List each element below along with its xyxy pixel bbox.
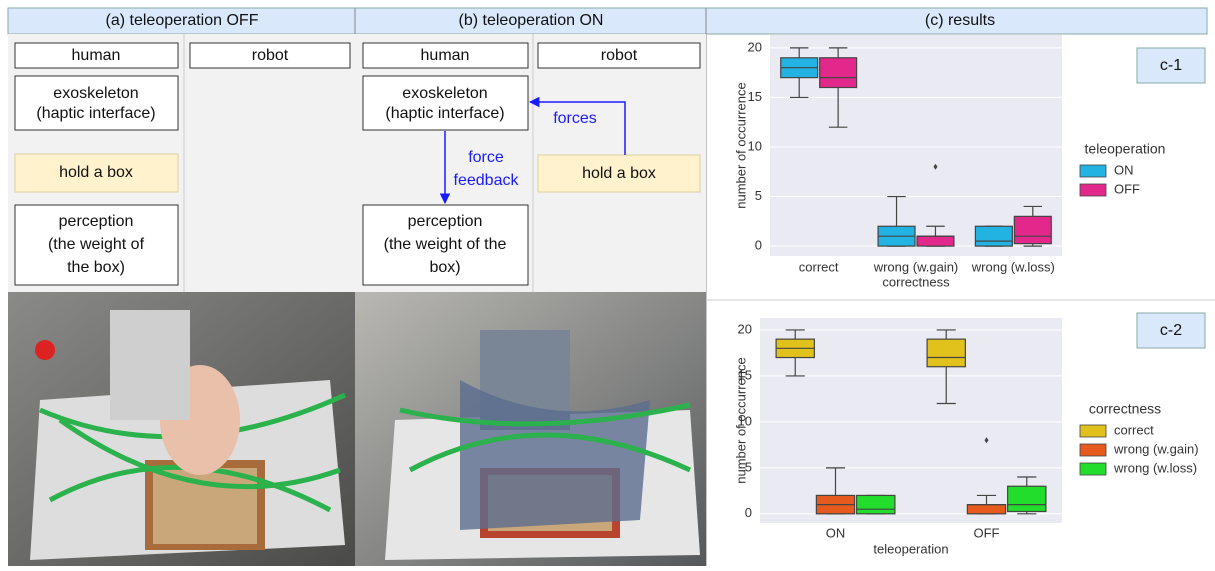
column-label: human: [421, 47, 470, 64]
box: [926, 338, 966, 368]
box: [916, 235, 955, 247]
box-text: (haptic interface): [36, 105, 155, 122]
box: [14, 75, 179, 131]
box-text: perception: [59, 213, 134, 230]
box-text: perception: [408, 213, 483, 230]
arrow: [528, 96, 626, 155]
y-tick-label: 0: [755, 238, 762, 253]
photo: [355, 292, 706, 566]
y-tick-label: 15: [748, 89, 762, 104]
column-label: human: [72, 47, 121, 64]
box: [362, 42, 529, 69]
photo: [8, 292, 355, 566]
box-text: (haptic interface): [385, 105, 504, 122]
y-tick-label: 5: [755, 188, 762, 203]
x-tick-label: ON: [826, 525, 846, 540]
box-text: exoskeleton: [53, 85, 138, 102]
panel-title: (c) results: [925, 12, 995, 29]
legend-swatch: [1079, 164, 1107, 178]
outlier: [984, 437, 989, 444]
y-axis-label: number of occurrence: [733, 357, 748, 483]
legend-label: wrong (w.gain): [1113, 441, 1199, 456]
box: [14, 42, 179, 69]
chart-tag-label: c-2: [1160, 322, 1182, 339]
box-text: box): [429, 259, 460, 276]
y-tick-label: 10: [748, 138, 762, 153]
y-tick-label: 10: [738, 413, 752, 428]
box: [14, 204, 179, 286]
box: [362, 75, 529, 131]
task-box: [14, 153, 179, 193]
legend-swatch: [1079, 183, 1107, 197]
x-axis-label: teleoperation: [873, 541, 948, 556]
arrow-label: forces: [553, 110, 597, 127]
column-label: robot: [252, 47, 289, 64]
box-text: (the weight of the: [384, 236, 507, 253]
arrow-label: feedback: [454, 172, 520, 189]
box: [537, 42, 701, 69]
x-tick-label: OFF: [974, 525, 1000, 540]
header-row: [7, 7, 1208, 35]
box: [189, 42, 351, 69]
box: [1007, 485, 1047, 513]
x-tick-label: wrong (w.gain): [873, 259, 959, 274]
legend-label: OFF: [1114, 181, 1140, 196]
legend-label: correct: [1114, 422, 1154, 437]
box-text: (the weight of: [48, 236, 145, 253]
panel-title: (a) teleoperation OFF: [106, 12, 259, 29]
y-tick-label: 20: [738, 321, 752, 336]
box-text: hold a box: [59, 164, 133, 181]
legend-swatch: [1079, 424, 1107, 438]
box-text: the box): [67, 259, 125, 276]
box: [966, 504, 1007, 515]
box-text: hold a box: [582, 165, 656, 182]
y-tick-label: 15: [738, 367, 752, 382]
outlier: [933, 163, 938, 170]
box: [974, 225, 1013, 247]
y-tick-label: 20: [748, 39, 762, 54]
box-text: exoskeleton: [402, 85, 487, 102]
arrow-label: force: [468, 149, 504, 166]
panel-title: (b) teleoperation ON: [459, 12, 604, 29]
box: [819, 57, 858, 89]
task-box: [537, 154, 701, 193]
legend-label: wrong (w.loss): [1113, 460, 1197, 475]
y-tick-label: 0: [745, 505, 752, 520]
y-tick-label: 5: [745, 459, 752, 474]
legend-swatch: [1079, 462, 1107, 476]
y-axis-label: number of occurrence: [733, 82, 748, 208]
plot-area: [770, 35, 1062, 256]
box: [362, 204, 529, 286]
x-tick-label: correct: [799, 259, 839, 274]
chart-tag-label: c-1: [1160, 57, 1182, 74]
chart-tag: [1136, 47, 1206, 84]
column-label: robot: [601, 47, 638, 64]
chart-tag: [1136, 312, 1206, 349]
box: [1013, 215, 1052, 245]
box: [856, 494, 896, 515]
legend-swatch: [1079, 443, 1107, 457]
legend-title: correctness: [1089, 401, 1161, 417]
legend-label: ON: [1114, 162, 1134, 177]
x-tick-label: wrong (w.loss): [971, 259, 1055, 274]
x-axis-label: correctness: [882, 274, 950, 289]
legend-title: teleoperation: [1085, 141, 1166, 157]
